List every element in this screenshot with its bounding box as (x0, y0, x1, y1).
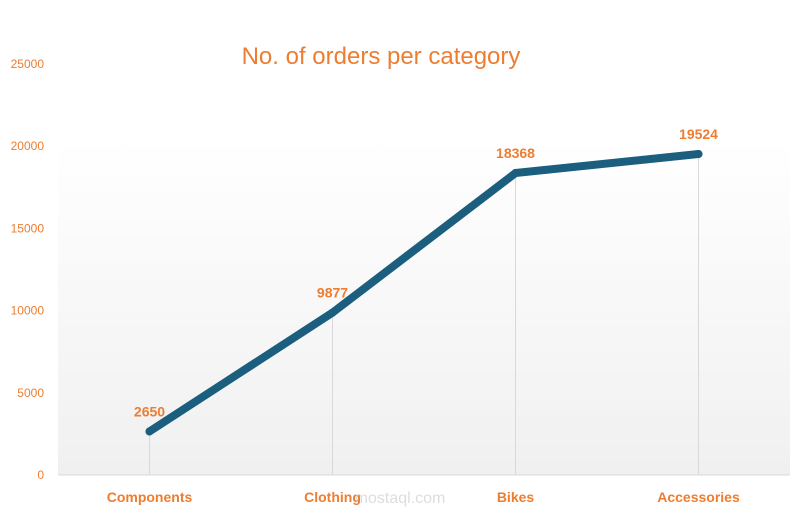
data-label: 2650 (134, 403, 165, 419)
y-tick-label: 20000 (11, 139, 45, 153)
series-line (145, 150, 703, 436)
y-tick-label: 25000 (11, 57, 45, 71)
data-point (145, 427, 154, 436)
data-label: 18368 (496, 145, 535, 161)
data-point (694, 150, 703, 159)
chart-title: No. of orders per category (242, 43, 521, 70)
y-tick-label: 10000 (11, 304, 45, 318)
x-tick-label: Components (107, 489, 193, 505)
x-tick-label: Accessories (657, 489, 740, 505)
data-point (328, 308, 337, 317)
data-label: 19524 (679, 126, 718, 142)
y-tick-label: 15000 (11, 221, 45, 235)
plot-area (58, 138, 790, 475)
y-tick-label: 5000 (17, 386, 44, 400)
data-label: 9877 (317, 285, 348, 301)
data-point (511, 169, 520, 178)
watermark: mostaql.com (355, 490, 446, 507)
y-tick-label: 0 (37, 468, 44, 482)
x-tick-label: Clothing (304, 489, 361, 505)
x-tick-label: Bikes (497, 489, 535, 505)
